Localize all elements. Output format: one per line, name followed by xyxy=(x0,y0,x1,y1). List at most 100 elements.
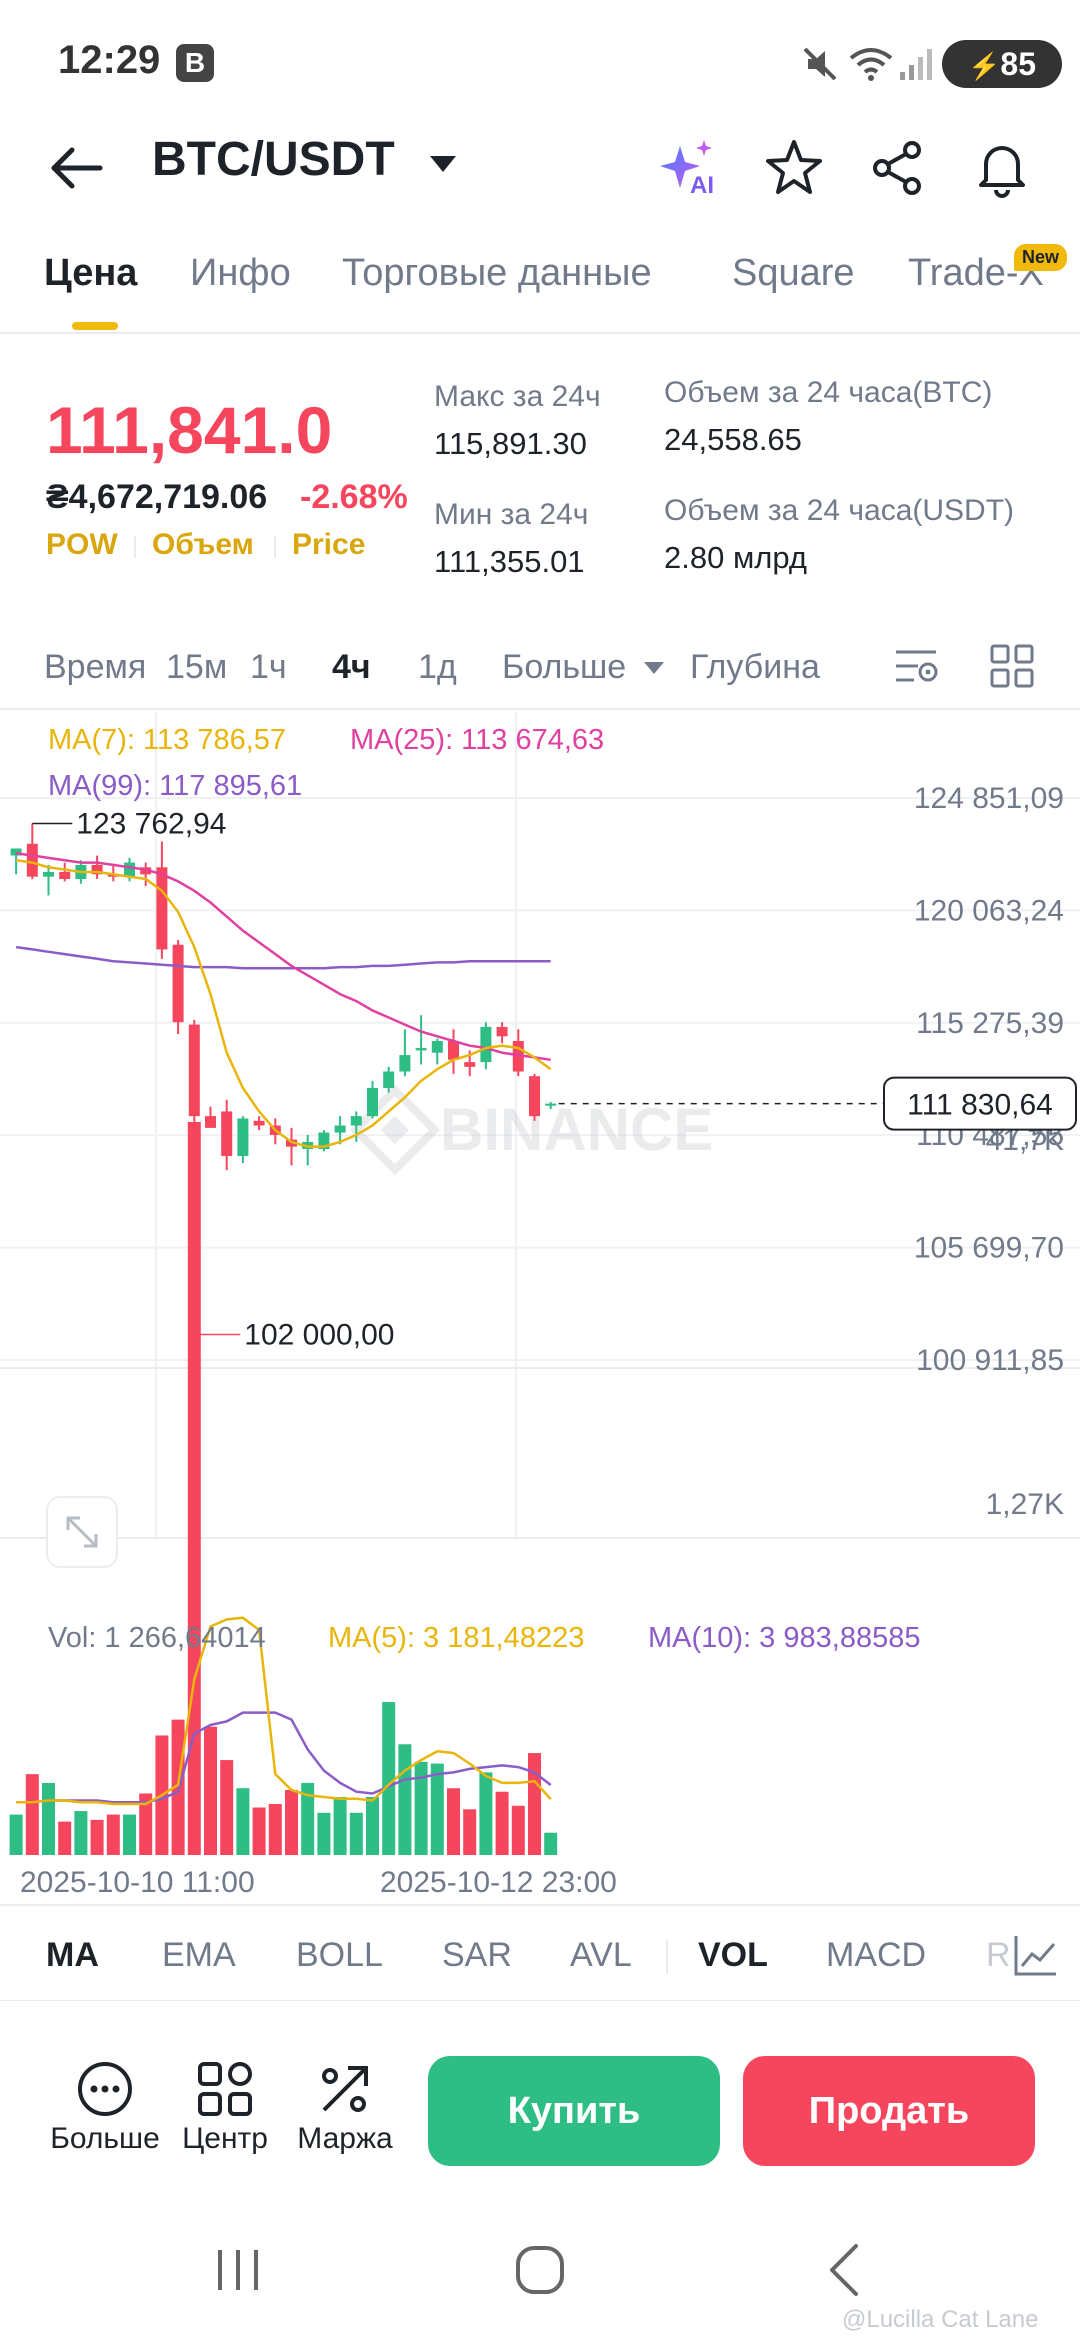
candle-body xyxy=(464,1062,476,1067)
caret-down-icon xyxy=(643,662,664,674)
sell-button[interactable]: Продать xyxy=(743,2056,1035,2166)
battery-indicator: ⚡85 xyxy=(942,40,1062,88)
price-axis-label: 105 699,70 xyxy=(914,1232,1064,1265)
vol-btc-value: 24,558.65 xyxy=(664,422,802,457)
volume-legend: Vol: 1 266,64014 xyxy=(48,1622,266,1654)
volume-ma5-line xyxy=(16,1616,552,1806)
indicator-ma[interactable]: MA xyxy=(46,1936,99,1974)
sparkle-icon xyxy=(660,140,712,188)
candle-body xyxy=(205,1116,216,1128)
candle-body xyxy=(350,1116,362,1126)
candle-body xyxy=(59,871,71,880)
volume-bar xyxy=(42,1782,55,1855)
high-24h-label: Макс за 24ч xyxy=(434,380,601,413)
pair-title[interactable]: BTC/USDT xyxy=(152,133,395,186)
indicator-vol[interactable]: VOL xyxy=(698,1936,768,1974)
candle-body xyxy=(124,862,135,877)
indicator-sar[interactable]: SAR xyxy=(442,1936,512,1974)
tab-square[interactable]: Square xyxy=(732,252,855,294)
timeframe-label: Время xyxy=(44,648,147,686)
center-action-label[interactable]: Центр xyxy=(182,2122,268,2155)
candle-body xyxy=(253,1120,265,1126)
tab-info[interactable]: Инфо xyxy=(190,252,291,294)
candle-body xyxy=(334,1125,346,1133)
indicator-rsi-partial[interactable]: R xyxy=(986,1936,1011,1974)
tab-price[interactable]: Цена xyxy=(44,252,138,294)
watermark-logo: BINANCE xyxy=(349,1084,713,1176)
tab-trading-data[interactable]: Торговые данные xyxy=(342,252,652,294)
low-24h-value: 111,355.01 xyxy=(434,544,585,579)
timeframe-1d[interactable]: 1д xyxy=(418,648,457,686)
current-price-box xyxy=(883,1076,1077,1131)
ma7-line xyxy=(15,858,552,1148)
volume-bar xyxy=(285,1789,298,1855)
ai-assistant-button[interactable]: AI xyxy=(658,138,722,202)
volume-ma5-legend: MA(5): 3 181,48223 xyxy=(328,1622,585,1654)
chart-settings-icon[interactable] xyxy=(892,642,940,690)
tag-pow[interactable]: POW xyxy=(46,528,118,561)
timeframe-more[interactable]: Больше xyxy=(502,648,666,687)
indicator-macd[interactable]: MACD xyxy=(826,1936,927,1974)
candle-body xyxy=(237,1118,249,1157)
volume-bar xyxy=(366,1796,379,1855)
margin-action-label[interactable]: Маржа xyxy=(297,2122,393,2155)
candle-body xyxy=(188,1024,200,1117)
volume-bar xyxy=(301,1782,315,1855)
time-axis-label: 2025-10-10 11:00 xyxy=(20,1866,255,1899)
indicator-settings-icon[interactable] xyxy=(1010,1930,1062,1982)
indicator-ema[interactable]: EMA xyxy=(162,1936,236,1974)
candle-body xyxy=(383,1071,395,1088)
volume-bar xyxy=(90,1819,104,1855)
timeframe-4h[interactable]: 4ч xyxy=(332,648,371,686)
tag-price[interactable]: Price xyxy=(292,528,366,561)
volume-bar xyxy=(220,1760,234,1855)
last-price: 111,841.0 xyxy=(46,393,333,467)
star-favorite-icon[interactable] xyxy=(762,136,826,200)
candle-body xyxy=(26,843,38,877)
candlestick-chart[interactable]: BINANCE 124 851,09 120 063,24 115 275,39 11… xyxy=(0,712,1080,1908)
pair-dropdown-icon[interactable] xyxy=(428,152,458,176)
volume-bars xyxy=(9,1122,558,1855)
volume-bar xyxy=(447,1788,460,1855)
price-axis-label: 120 063,24 xyxy=(914,894,1064,927)
volume-bar xyxy=(25,1774,39,1855)
margin-icon[interactable] xyxy=(316,2060,374,2118)
timeframe-1h[interactable]: 1ч xyxy=(250,648,287,686)
timeframe-more-label: Больше xyxy=(502,648,627,686)
volume-bar xyxy=(74,1811,88,1855)
volume-bar xyxy=(252,1807,266,1855)
more-dots-icon[interactable] xyxy=(76,2060,134,2118)
timeframe-15m[interactable]: 15м xyxy=(166,648,228,686)
indicator-avl[interactable]: AVL xyxy=(570,1936,632,1974)
mute-icon xyxy=(803,47,837,81)
home-icon[interactable] xyxy=(510,2240,570,2300)
status-time: 12:29 xyxy=(58,38,161,82)
volume-ma-lines xyxy=(16,1616,552,1806)
back-arrow-icon[interactable] xyxy=(44,136,108,200)
share-icon[interactable] xyxy=(866,136,930,200)
volume-ma10-line xyxy=(16,1711,552,1804)
chart-bottom-divider xyxy=(0,1904,1080,1906)
high-marker-label: 123 762,94 xyxy=(76,808,226,841)
ma-lines xyxy=(15,851,552,1148)
recent-apps-icon[interactable] xyxy=(210,2240,266,2300)
ai-label: AI xyxy=(690,172,714,199)
indicator-divider xyxy=(666,1940,668,1974)
indicator-boll[interactable]: BOLL xyxy=(296,1936,383,1974)
low-24h-label: Мин за 24ч xyxy=(434,498,589,531)
ma99-line xyxy=(15,945,551,970)
system-back-icon[interactable] xyxy=(820,2240,870,2300)
tabs-divider xyxy=(0,332,1080,334)
layout-grid-icon[interactable] xyxy=(988,642,1036,690)
volume-bar xyxy=(333,1796,347,1855)
tag-volume[interactable]: Объем xyxy=(152,528,254,561)
bell-icon[interactable] xyxy=(970,136,1034,200)
candle-body xyxy=(480,1026,492,1063)
ma7-legend: MA(7): 113 786,57 xyxy=(48,724,287,756)
more-action-label[interactable]: Больше xyxy=(50,2122,160,2155)
fullscreen-button[interactable] xyxy=(46,1496,118,1568)
center-grid-icon[interactable] xyxy=(196,2060,254,2118)
depth-tab[interactable]: Глубина xyxy=(690,648,820,686)
buy-button[interactable]: Купить xyxy=(428,2056,720,2166)
volume-bar xyxy=(139,1793,153,1855)
